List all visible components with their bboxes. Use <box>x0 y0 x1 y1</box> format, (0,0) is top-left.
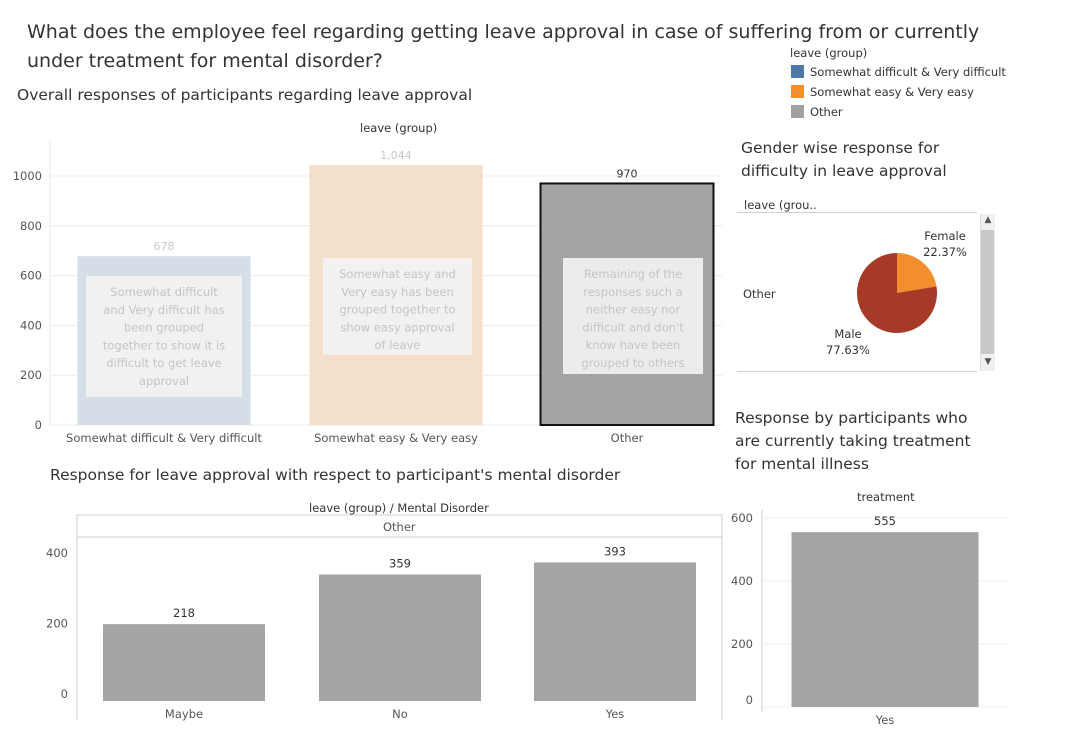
y-tick-label: 400 <box>46 546 68 560</box>
annotation-line: show easy approval <box>340 320 454 334</box>
gender-panel-header-line <box>737 212 977 213</box>
annotation-text: Somewhat difficult and Very difficult has… <box>103 285 225 388</box>
overall-subtitle: Overall responses of participants regard… <box>17 86 473 104</box>
annotation-line: and Very difficult has <box>103 303 224 317</box>
y-tick-label: 200 <box>731 637 753 651</box>
data-label: 359 <box>389 556 411 570</box>
annotation-line: been grouped <box>124 321 204 335</box>
annotation-line: difficult and don't <box>582 320 684 334</box>
legend-item-difficult[interactable]: Somewhat difficult & Very difficult <box>791 65 1006 81</box>
annotation-line: Remaining of the <box>584 267 682 281</box>
bar <box>319 574 481 701</box>
mental-panel-label: Other <box>383 520 416 534</box>
legend-swatch-other <box>791 105 804 118</box>
legend-item-other[interactable]: Other <box>791 105 843 121</box>
annotation-line: grouped to others <box>581 356 684 370</box>
data-label: 218 <box>173 606 195 620</box>
mental-subtitle: Response for leave approval with respect… <box>50 466 621 484</box>
mental-header: leave (group) / Mental Disorder <box>309 501 489 515</box>
pie-value-female: 22.37% <box>923 245 967 259</box>
data-label: 1,044 <box>380 149 412 162</box>
gender-subtitle: Gender wise response for difficulty in l… <box>741 139 947 180</box>
annotation-line: neither easy nor <box>586 303 681 317</box>
bar <box>791 532 979 707</box>
scroll-up-icon[interactable]: ▲ <box>984 215 992 225</box>
gender-scrollbar-thumb[interactable] <box>981 230 994 354</box>
y-tick-label: 200 <box>20 368 42 382</box>
pie-value-male: 77.63% <box>826 343 870 357</box>
annotation-line: Somewhat easy and <box>339 267 456 281</box>
pie-slice <box>897 253 937 293</box>
x-tick-label: Other <box>611 431 644 445</box>
gender-panel-bottom-line <box>737 371 977 372</box>
legend-label: Other <box>810 105 843 119</box>
annotation-line: grouped together to <box>339 303 455 317</box>
bar <box>534 562 696 701</box>
overall-header: leave (group) <box>360 121 438 135</box>
y-tick-label: 600 <box>20 269 42 283</box>
y-tick-label: 600 <box>731 511 753 525</box>
annotation-text: Somewhat easy and Very easy has been group… <box>339 267 456 352</box>
data-label: 970 <box>617 167 638 180</box>
legend-swatch-easy <box>791 85 804 98</box>
y-tick-label: 400 <box>20 318 42 332</box>
x-tick-label: Maybe <box>165 707 203 721</box>
x-tick-label: Somewhat difficult & Very difficult <box>66 431 262 445</box>
x-tick-label: Yes <box>875 713 895 727</box>
annotation-box <box>563 258 703 374</box>
data-label: 393 <box>604 544 626 558</box>
treatment-header: treatment <box>857 490 915 504</box>
y-tick-label: 0 <box>746 693 753 707</box>
scroll-down-icon[interactable]: ▼ <box>984 357 992 367</box>
page-title: What does the employee feel regarding ge… <box>27 21 980 72</box>
annotation-line: know have been <box>586 338 681 352</box>
y-tick-label: 800 <box>20 219 42 233</box>
annotation-line: difficult to get leave <box>106 356 222 370</box>
legend-item-easy[interactable]: Somewhat easy & Very easy <box>791 85 974 101</box>
gender-header: leave (grou.. <box>744 198 817 212</box>
y-tick-label: 200 <box>46 617 68 631</box>
x-tick-label: No <box>392 707 408 721</box>
legend-label: Somewhat difficult & Very difficult <box>810 65 1006 79</box>
pie-label-male: Male <box>834 327 861 341</box>
data-label: 555 <box>874 514 896 528</box>
annotation-text: Remaining of the responses such a neither … <box>581 267 684 370</box>
data-label: 678 <box>154 240 175 253</box>
annotation-line: Very easy has been <box>341 285 454 299</box>
x-tick-label: Yes <box>605 707 625 721</box>
y-tick-label: 1000 <box>13 169 42 183</box>
annotation-box <box>86 276 242 397</box>
annotation-line: together to show it is <box>103 338 225 352</box>
treatment-subtitle: Response by participants who are current… <box>735 409 971 473</box>
legend-title: leave (group) <box>790 46 868 60</box>
annotation-line: responses such a <box>583 285 682 299</box>
pie-label-female: Female <box>924 229 966 243</box>
x-tick-label: Somewhat easy & Very easy <box>314 431 478 445</box>
annotation-line: Somewhat difficult <box>110 285 218 299</box>
legend-swatch-difficult <box>791 65 804 78</box>
gender-row-label: Other <box>743 287 776 301</box>
pie-slice <box>857 253 937 334</box>
y-tick-label: 400 <box>731 574 753 588</box>
annotation-line: of leave <box>375 338 421 352</box>
y-tick-label: 0 <box>35 418 42 432</box>
annotation-line: approval <box>139 374 189 388</box>
bar <box>103 624 265 701</box>
annotation-box <box>323 258 472 355</box>
legend-label: Somewhat easy & Very easy <box>810 85 974 99</box>
y-tick-label: 0 <box>61 687 68 701</box>
